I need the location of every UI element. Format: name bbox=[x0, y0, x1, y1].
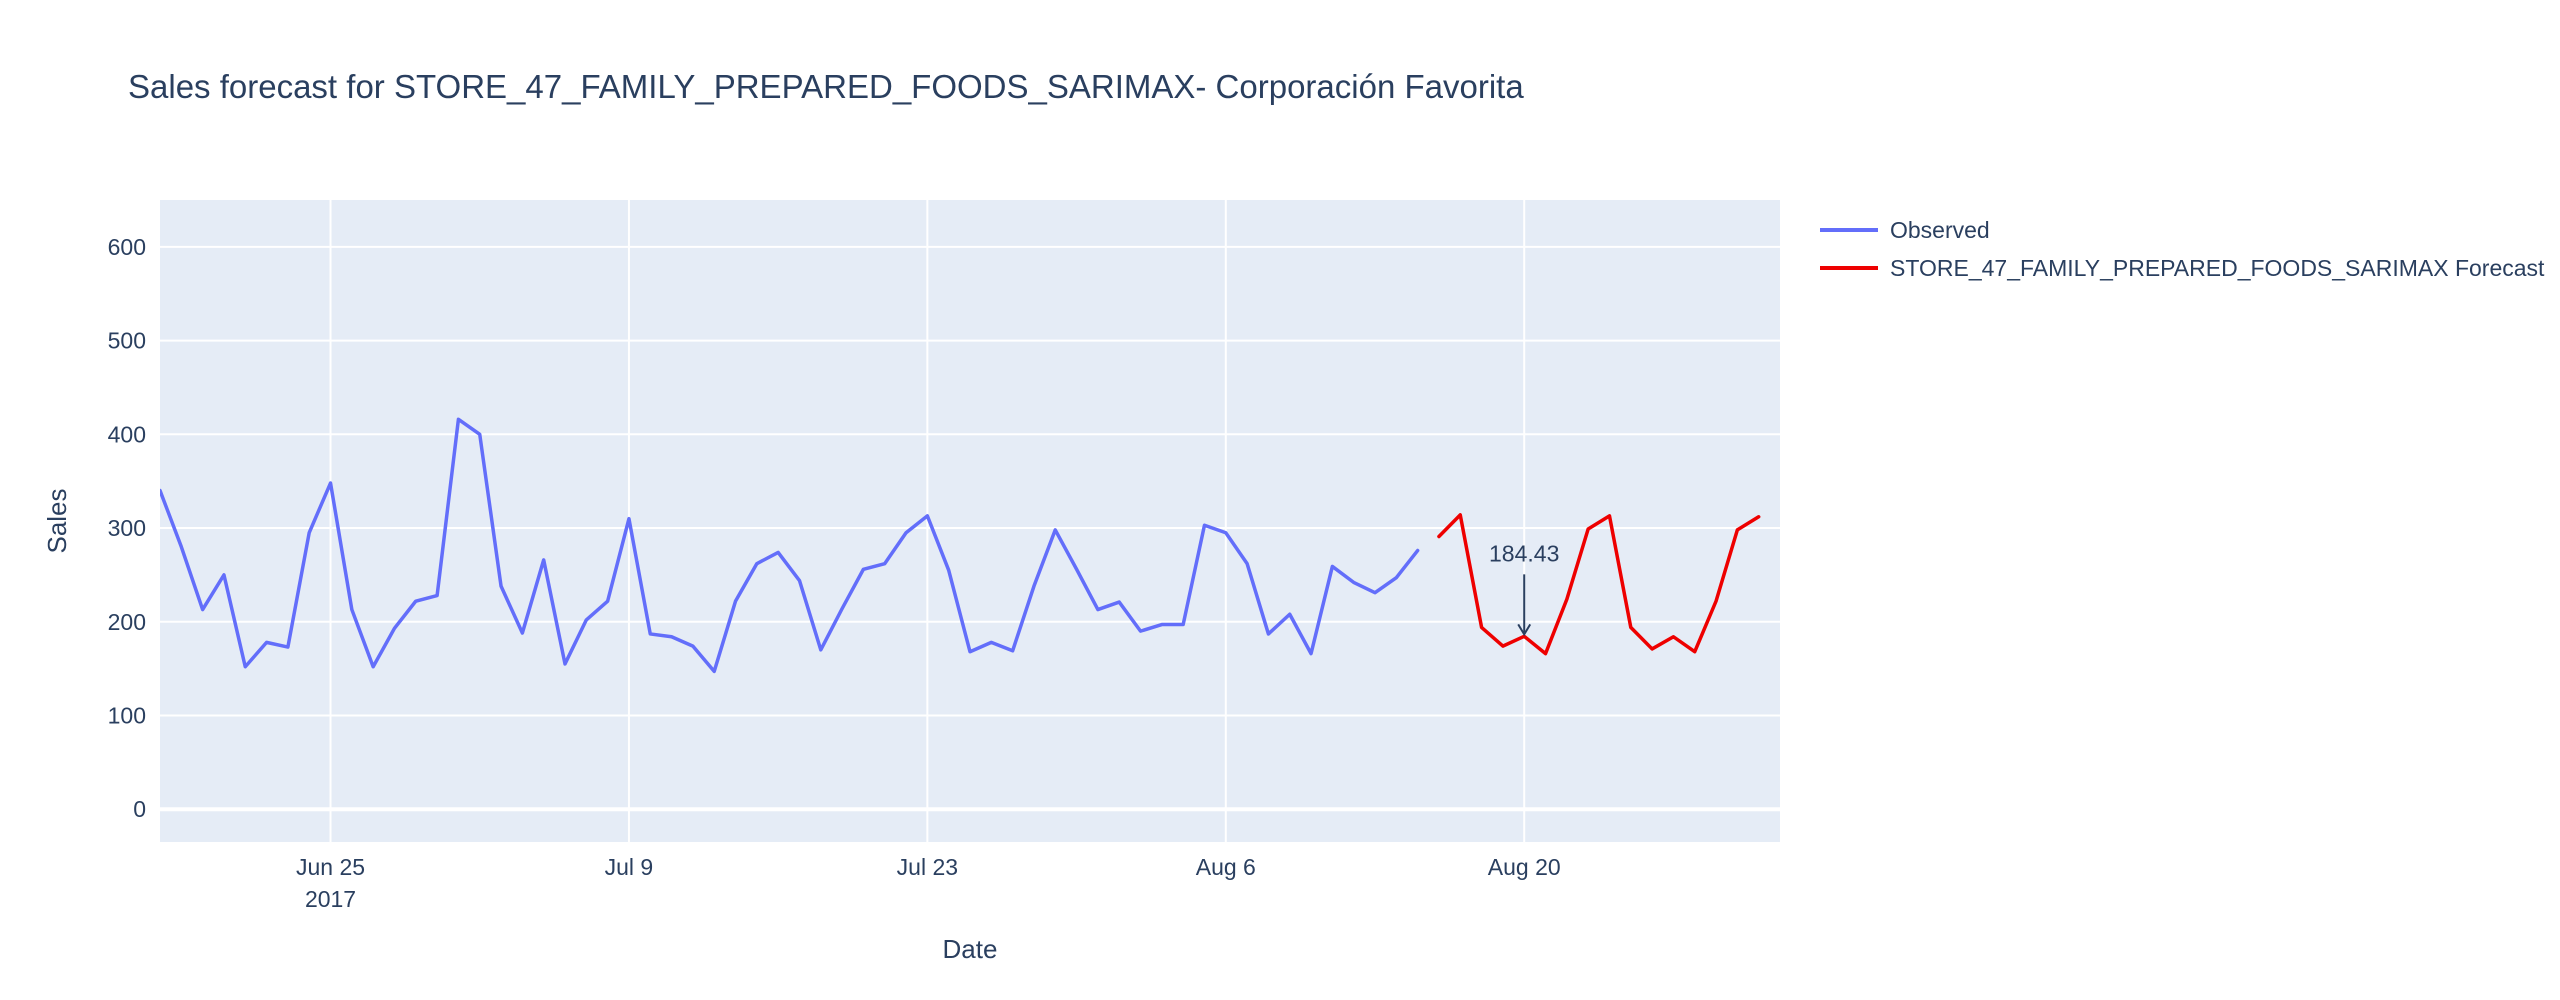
y-tick-label: 100 bbox=[108, 702, 146, 728]
annotation-label: 184.43 bbox=[1489, 540, 1559, 566]
legend[interactable]: Observed STORE_47_FAMILY_PREPARED_FOODS_S… bbox=[1820, 217, 2545, 281]
legend-label: Observed bbox=[1890, 217, 1990, 243]
y-tick-label: 0 bbox=[133, 796, 146, 822]
series-line-observed[interactable] bbox=[160, 417, 1420, 674]
chart-title: Sales forecast for STORE_47_FAMILY_PREPA… bbox=[128, 68, 1524, 105]
y-tick-label: 600 bbox=[108, 234, 146, 260]
legend-item-forecast[interactable]: STORE_47_FAMILY_PREPARED_FOODS_SARIMAX F… bbox=[1820, 255, 2545, 281]
y-axis-title: Sales bbox=[42, 488, 72, 553]
x-tick-label: Aug 20 bbox=[1488, 854, 1561, 880]
y-tick-label: 300 bbox=[108, 515, 146, 541]
x-axis-title: Date bbox=[943, 934, 998, 964]
grid bbox=[160, 200, 1780, 842]
y-tick-label: 200 bbox=[108, 609, 146, 635]
x-tick-label: Jul 23 bbox=[897, 854, 958, 880]
y-tick-label: 500 bbox=[108, 328, 146, 354]
annotation-arrow-head bbox=[1517, 623, 1532, 637]
plot-background bbox=[160, 200, 1780, 842]
annotations: 184.43 bbox=[1489, 540, 1559, 637]
x-axis-ticks: Jun 25 2017 Jul 9 Jul 23 Aug 6 Aug 20 bbox=[296, 854, 1561, 912]
legend-item-observed[interactable]: Observed bbox=[1820, 217, 1990, 243]
x-tick-label: Aug 6 bbox=[1196, 854, 1256, 880]
x-tick-label: Jul 9 bbox=[605, 854, 654, 880]
series-line-forecast[interactable] bbox=[1437, 513, 1761, 656]
y-tick-label: 400 bbox=[108, 421, 146, 447]
y-axis-ticks: 0 100 200 300 400 500 600 bbox=[108, 234, 146, 822]
x-tick-label: Jun 25 bbox=[296, 854, 365, 880]
annotation: 184.43 bbox=[1489, 540, 1559, 637]
x-tick-sublabel: 2017 bbox=[305, 886, 356, 912]
series-lines bbox=[160, 417, 1761, 674]
legend-label: STORE_47_FAMILY_PREPARED_FOODS_SARIMAX F… bbox=[1890, 255, 2545, 281]
